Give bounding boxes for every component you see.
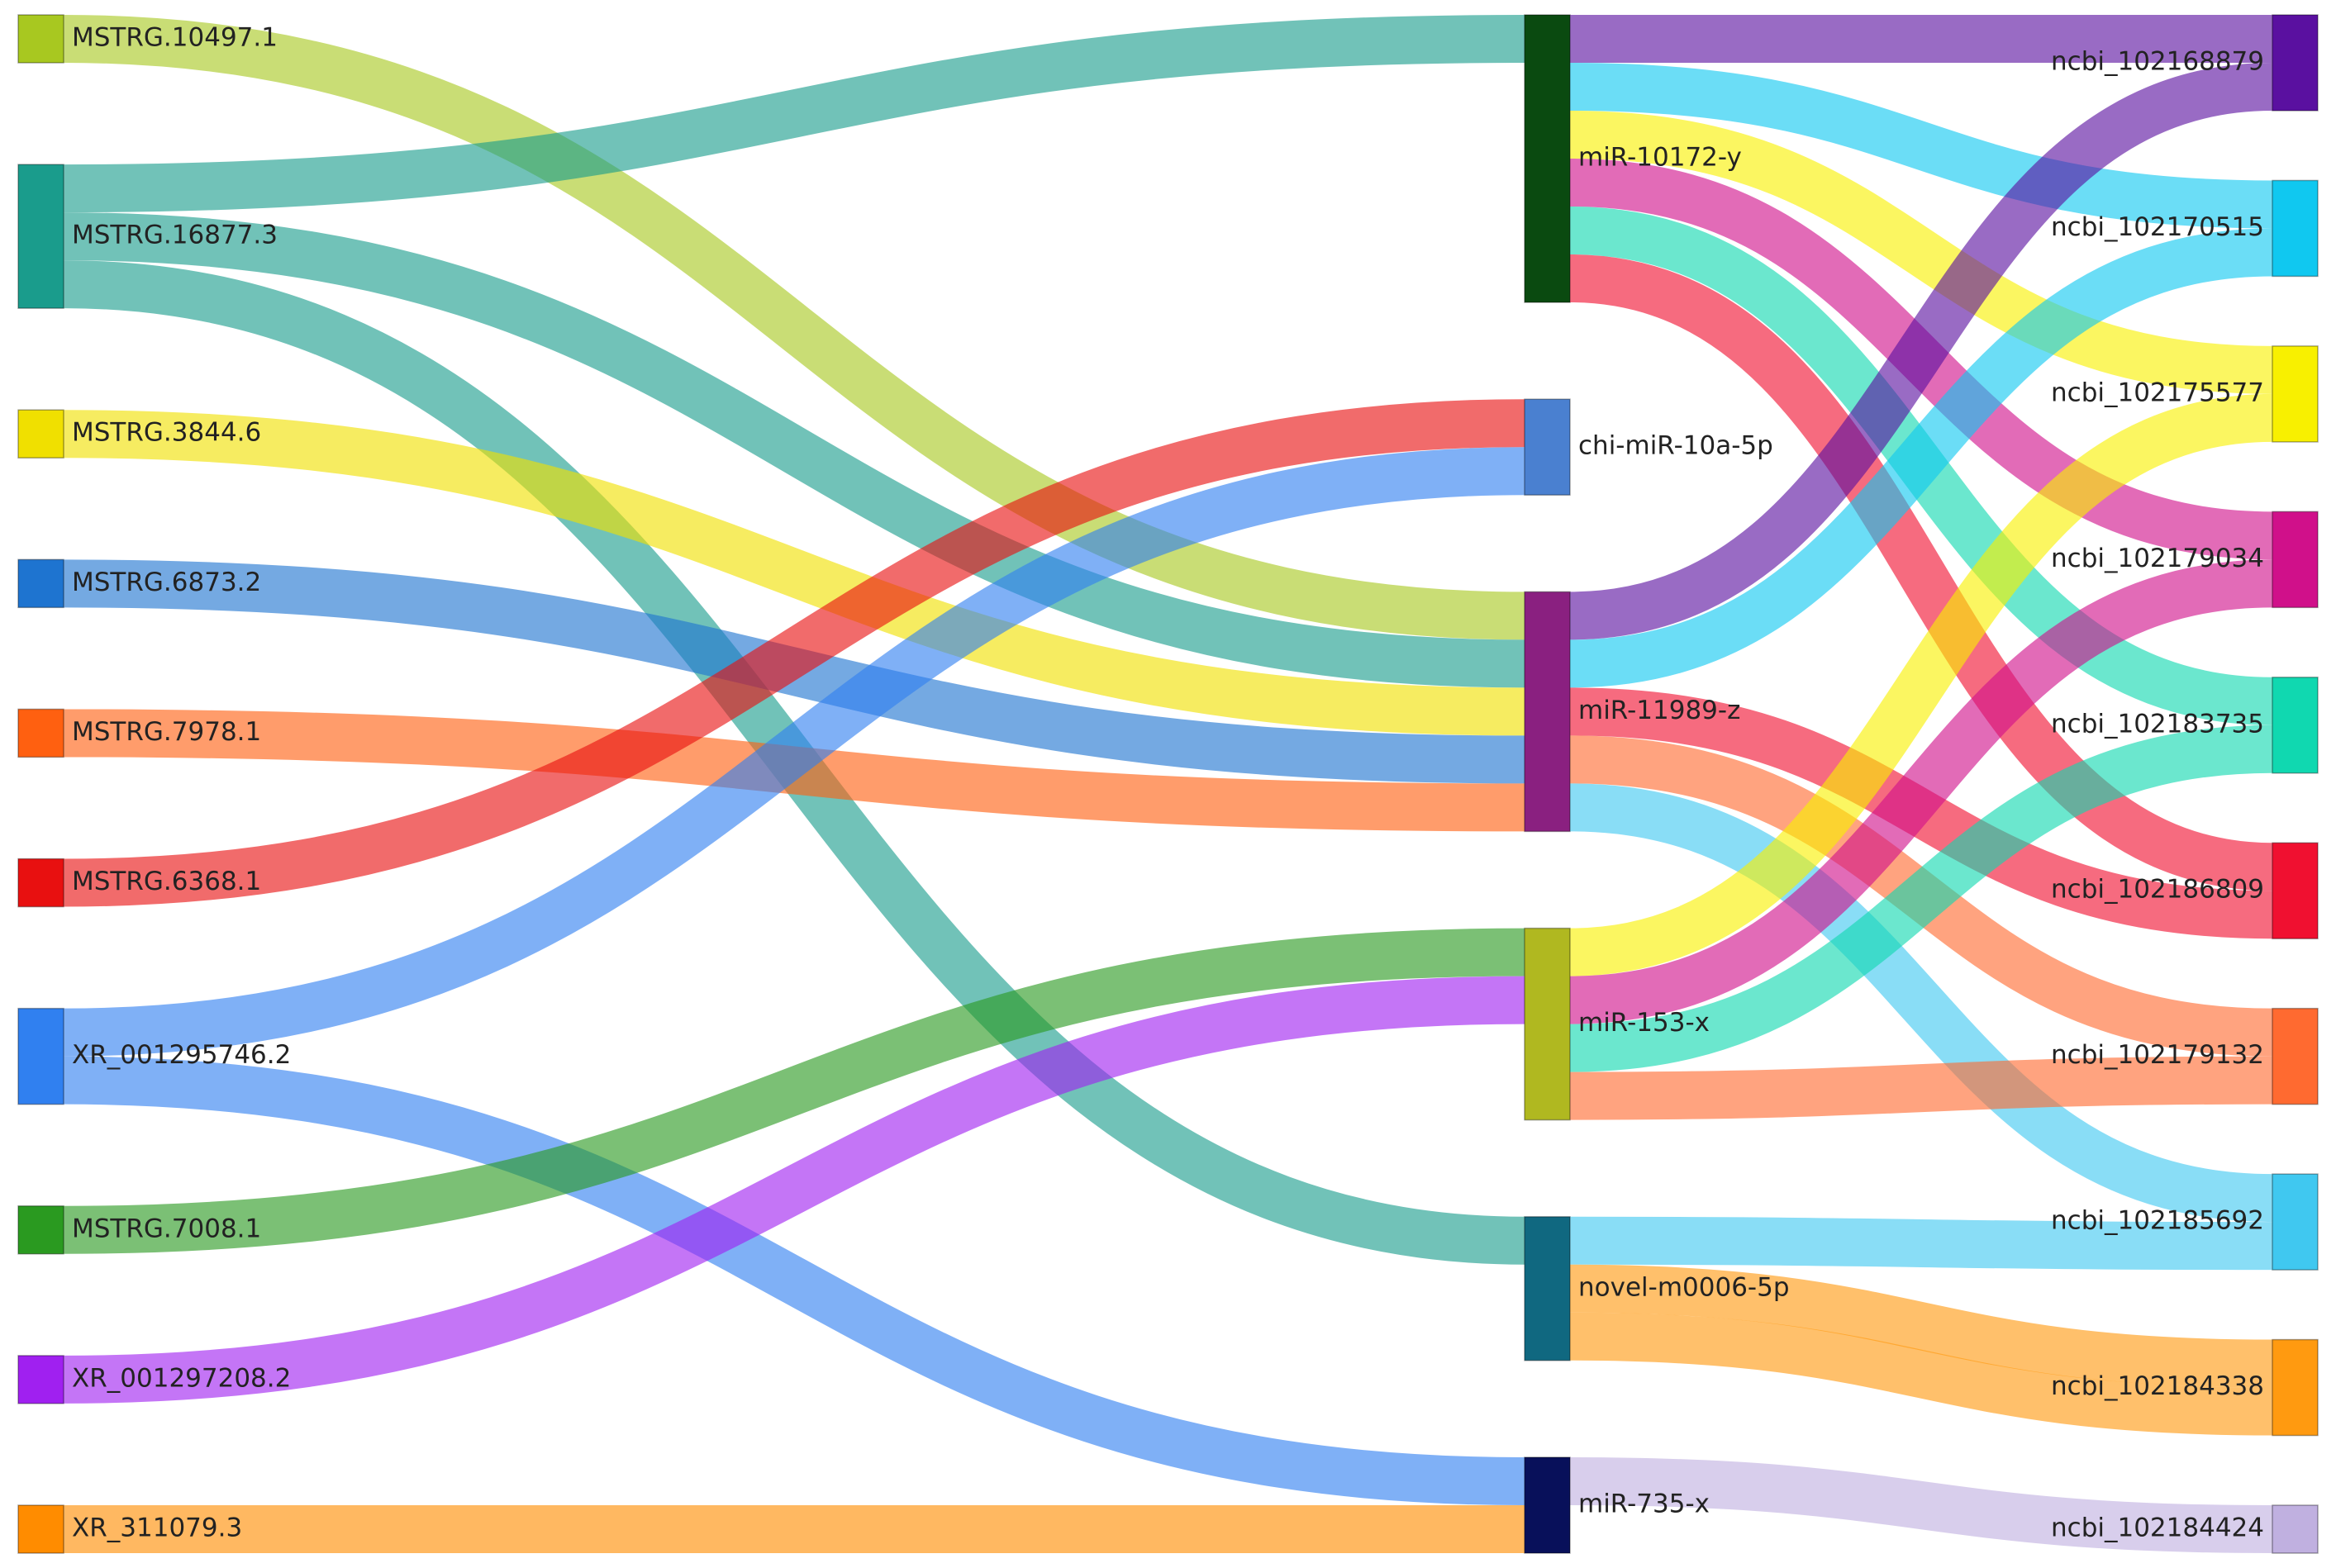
link [1569, 63, 2273, 640]
node [17, 708, 64, 758]
node [2272, 345, 2319, 443]
link [1569, 1056, 2273, 1120]
node-label: ncbi_102184424 [2051, 1513, 2264, 1543]
node-label: ncbi_102186809 [2051, 875, 2264, 905]
node-label: MSTRG.6368.1 [72, 867, 261, 896]
node [17, 1504, 64, 1554]
node-label: ncbi_102168879 [2051, 47, 2264, 77]
node [2272, 14, 2319, 112]
node-label: ncbi_102170515 [2051, 212, 2264, 242]
link [1569, 783, 2273, 1223]
link [63, 15, 1525, 640]
link [63, 399, 1525, 907]
node [2272, 179, 2319, 278]
node [1524, 1216, 1571, 1361]
node [17, 1007, 64, 1105]
link [1569, 393, 2273, 976]
node-label: MSTRG.6873.2 [72, 568, 261, 597]
node-label: XR_001297208.2 [72, 1363, 291, 1393]
node [2272, 677, 2319, 774]
link [63, 410, 1525, 736]
link [1569, 1264, 2273, 1388]
node-label: MSTRG.7978.1 [72, 717, 261, 747]
node [2272, 842, 2319, 939]
node-label: ncbi_102185692 [2051, 1206, 2264, 1236]
link [63, 976, 1525, 1404]
node-label: MSTRG.3844.6 [72, 418, 261, 448]
node [17, 558, 64, 609]
node [1524, 14, 1571, 303]
node [17, 858, 64, 908]
link [1569, 1312, 2273, 1436]
node [17, 1205, 64, 1255]
link [1569, 1216, 2273, 1271]
node-label: novel-m0006-5p [1578, 1272, 1790, 1302]
link [1569, 725, 2273, 1072]
node-label: XR_001295746.2 [72, 1040, 291, 1070]
link [63, 447, 1525, 1057]
node-label: ncbi_102175577 [2051, 378, 2264, 407]
node [2272, 511, 2319, 609]
link [1569, 111, 2273, 394]
link [1569, 228, 2273, 688]
node-label: miR-153-x [1578, 1008, 1710, 1038]
node [1524, 1456, 1571, 1554]
node [17, 14, 64, 64]
link [1569, 254, 2273, 891]
node-label: MSTRG.7008.1 [72, 1214, 261, 1243]
link [63, 1056, 1525, 1505]
node-label: ncbi_102184338 [2051, 1371, 2264, 1401]
node [2272, 1007, 2319, 1105]
link [63, 15, 1525, 213]
node-label: ncbi_102183735 [2051, 709, 2264, 739]
link [1569, 1457, 2273, 1553]
node [17, 1355, 64, 1404]
link [63, 928, 1525, 1254]
node [2272, 1173, 2319, 1271]
node-label: miR-11989-z [1578, 696, 1740, 725]
node [1524, 591, 1571, 833]
link [1569, 559, 2273, 1024]
link [1569, 63, 2273, 229]
links [63, 14, 2273, 1554]
node [1524, 398, 1571, 496]
nodes: MSTRG.10497.1 MSTRG.16877.3 MSTRG.3844.6 MS… [17, 14, 2319, 1554]
node-label: ncbi_102179034 [2051, 544, 2264, 573]
node-label: ncbi_102179132 [2051, 1040, 2264, 1070]
node-label: chi-miR-10a-5p [1578, 431, 1773, 461]
node-label: miR-10172-y [1578, 143, 1742, 173]
node-label: XR_311079.3 [72, 1513, 242, 1543]
link [63, 212, 1525, 688]
node [2272, 1338, 2319, 1437]
node-label: MSTRG.10497.1 [72, 23, 278, 53]
node [2272, 1504, 2319, 1554]
node [17, 164, 64, 309]
node [17, 409, 64, 459]
node-label: miR-735-x [1578, 1490, 1710, 1519]
node-label: MSTRG.16877.3 [72, 221, 278, 250]
node [1524, 927, 1571, 1121]
